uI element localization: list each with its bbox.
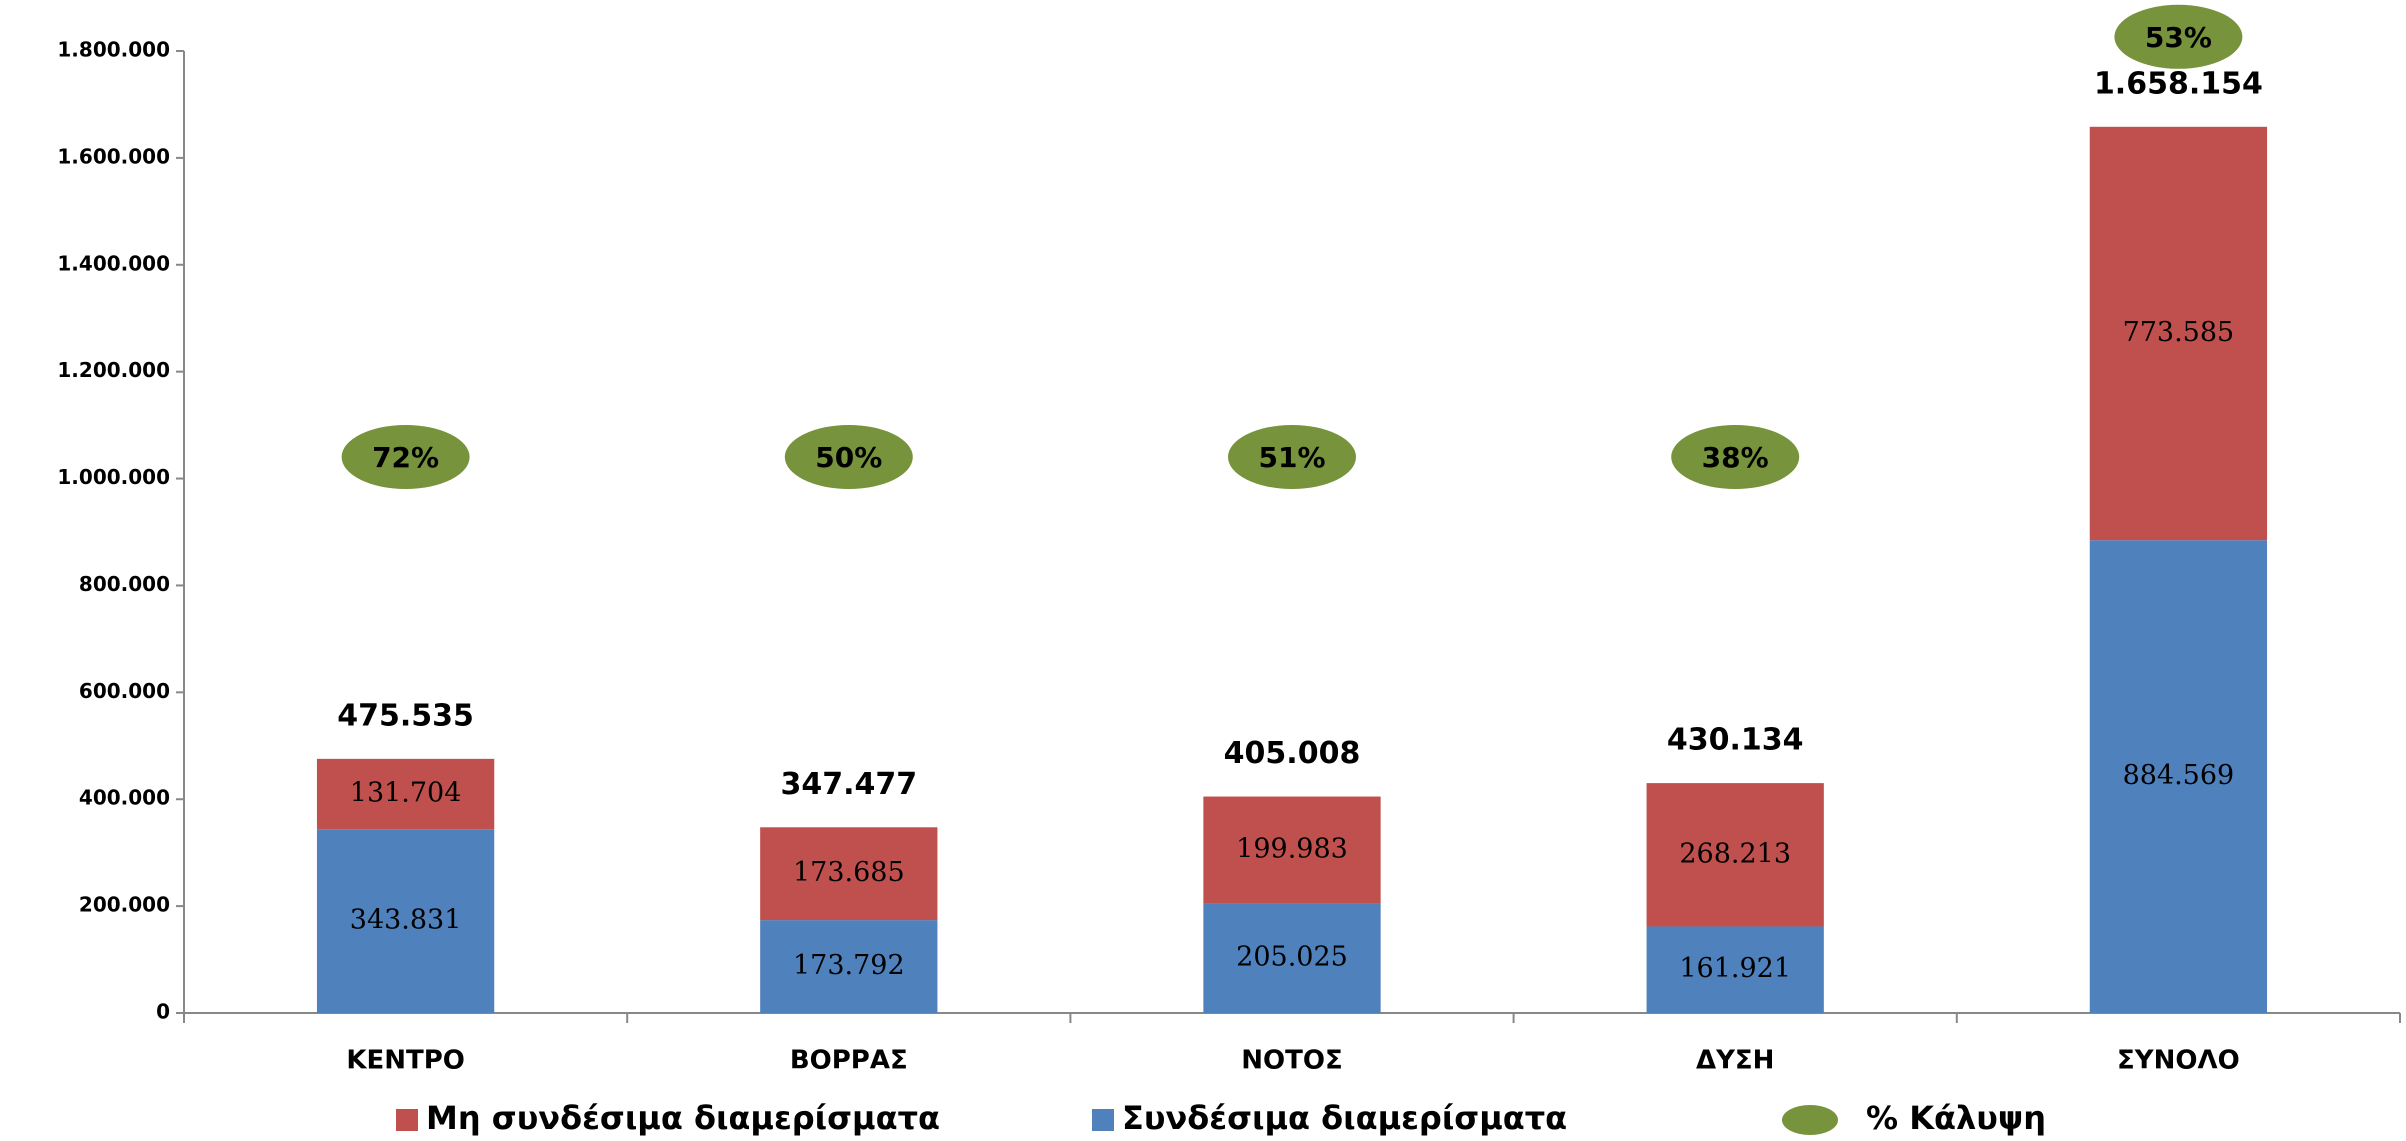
coverage-label: 72%: [372, 441, 439, 474]
coverage-label: 53%: [2145, 21, 2212, 54]
bar-segment: [1203, 796, 1381, 904]
total-label: 475.535: [337, 698, 474, 733]
x-tick-label: ΝΟΤΟΣ: [1241, 1046, 1342, 1076]
coverage-marker: [341, 425, 470, 489]
bar-segment: [2089, 126, 2268, 541]
y-tick-label: 1.600.000: [57, 144, 170, 168]
x-tick-label: ΒΟΡΡΑΣ: [790, 1046, 908, 1076]
y-tick-label: 1.800.000: [57, 38, 170, 62]
value-label: 173.792: [793, 950, 905, 981]
bar-segment: [760, 827, 938, 921]
value-label: 173.685: [793, 857, 905, 888]
value-label: 773.585: [2123, 317, 2235, 348]
y-tick-label: 200.000: [79, 893, 170, 917]
value-label: 343.831: [350, 905, 462, 936]
bar-segment: [316, 758, 495, 830]
y-tick-label: 800.000: [79, 572, 170, 596]
y-tick-label: 400.000: [79, 786, 170, 810]
y-tick-label: 1.200.000: [57, 358, 170, 382]
bar-segment: [760, 920, 938, 1013]
legend-label: Συνδέσιμα διαμερίσματα: [1122, 1099, 1567, 1137]
value-label: 205.025: [1236, 942, 1348, 973]
legend-swatch: [1092, 1109, 1114, 1131]
x-tick-label: ΣΥΝΟΛΟ: [2117, 1046, 2240, 1076]
legend-swatch: [1782, 1105, 1838, 1135]
value-label: 884.569: [2123, 760, 2235, 791]
bar-segment: [1646, 926, 1824, 1013]
x-tick-label: ΚΕΝΤΡΟ: [346, 1046, 465, 1076]
total-label: 405.008: [1224, 736, 1361, 771]
y-tick-label: 600.000: [79, 679, 170, 703]
value-label: 268.213: [1679, 838, 1791, 869]
y-tick-label: 0: [156, 1000, 170, 1024]
coverage-marker: [1671, 425, 1800, 489]
x-tick-label: ΔΥΣΗ: [1696, 1046, 1774, 1076]
bar-segment: [316, 829, 495, 1013]
bar-segment: [1646, 783, 1824, 927]
coverage-marker: [784, 425, 913, 489]
legend-swatch: [396, 1109, 418, 1131]
total-label: 430.134: [1667, 723, 1804, 758]
total-label: 347.477: [780, 767, 917, 802]
y-tick-label: 1.000.000: [57, 465, 170, 489]
coverage-label: 38%: [1702, 441, 1769, 474]
value-label: 131.704: [350, 778, 462, 809]
value-label: 161.921: [1679, 953, 1791, 984]
bar-segment: [2089, 540, 2268, 1013]
total-label: 1.658.154: [2094, 66, 2263, 101]
coverage-label: 50%: [815, 441, 882, 474]
legend-label: % Κάλυψη: [1866, 1099, 2046, 1137]
coverage-label: 51%: [1258, 441, 1325, 474]
coverage-marker: [2114, 4, 2243, 69]
legend-label: Μη συνδέσιμα διαμερίσματα: [426, 1099, 940, 1137]
value-label: 199.983: [1236, 833, 1348, 864]
y-tick-label: 1.400.000: [57, 251, 170, 275]
coverage-marker: [1228, 425, 1356, 489]
bar-segment: [1203, 903, 1381, 1013]
